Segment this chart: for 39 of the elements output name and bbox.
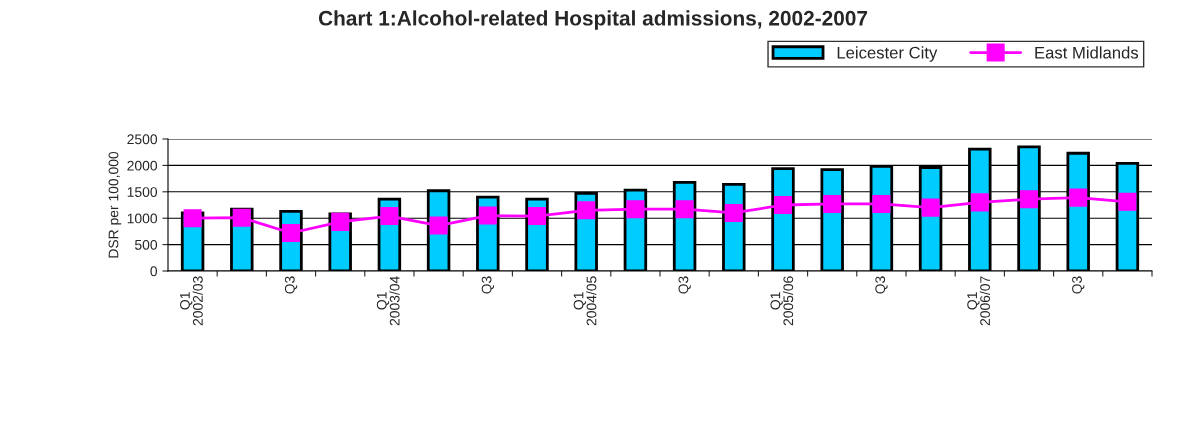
point <box>626 200 645 219</box>
point <box>1118 192 1137 211</box>
x-tick-label: Q1 2005/06 <box>770 276 794 326</box>
point <box>183 209 202 228</box>
y-tick-label: 2500 <box>127 134 158 145</box>
point <box>429 216 448 235</box>
point <box>724 203 743 222</box>
point <box>527 207 547 226</box>
y-tick-label: 500 <box>134 239 158 250</box>
y-tick-label: 0 <box>150 266 158 277</box>
point <box>331 212 350 231</box>
point <box>823 194 842 213</box>
x-tick-label: Q3 <box>481 276 495 294</box>
x-tick-label: Q3 <box>875 276 888 294</box>
y-tick-label: 2000 <box>127 160 158 171</box>
x-tick-label: Q1 2003/04 <box>376 276 400 326</box>
y-tick-label: 1500 <box>127 187 158 197</box>
point <box>478 206 497 225</box>
x-tick-label: Q1 2002/03 <box>180 276 203 326</box>
point <box>872 194 891 213</box>
chart-title: Chart 1:Alcohol-related Hospital admissions, 2002-2007 <box>318 10 868 30</box>
x-tick-label: Q3 <box>284 276 298 294</box>
legend-label: East Midlands <box>1035 46 1139 59</box>
point <box>380 207 399 226</box>
y-axis-title: DSR per 100,000 <box>108 151 122 258</box>
x-tick-label: Q1 2004/05 <box>573 276 597 326</box>
point <box>1069 188 1088 207</box>
point <box>1019 190 1039 209</box>
point <box>577 201 596 220</box>
point <box>970 193 989 212</box>
point <box>921 198 940 217</box>
x-tick-label: Q3 <box>1072 276 1085 294</box>
x-tick-label: Q1 2006/07 <box>967 276 990 326</box>
point <box>232 208 251 227</box>
point <box>675 200 694 219</box>
point <box>773 195 793 215</box>
x-tick-label: Q3 <box>678 276 691 294</box>
y-tick-label: 1000 <box>127 213 158 224</box>
legend-label: Leicester City <box>837 46 938 62</box>
